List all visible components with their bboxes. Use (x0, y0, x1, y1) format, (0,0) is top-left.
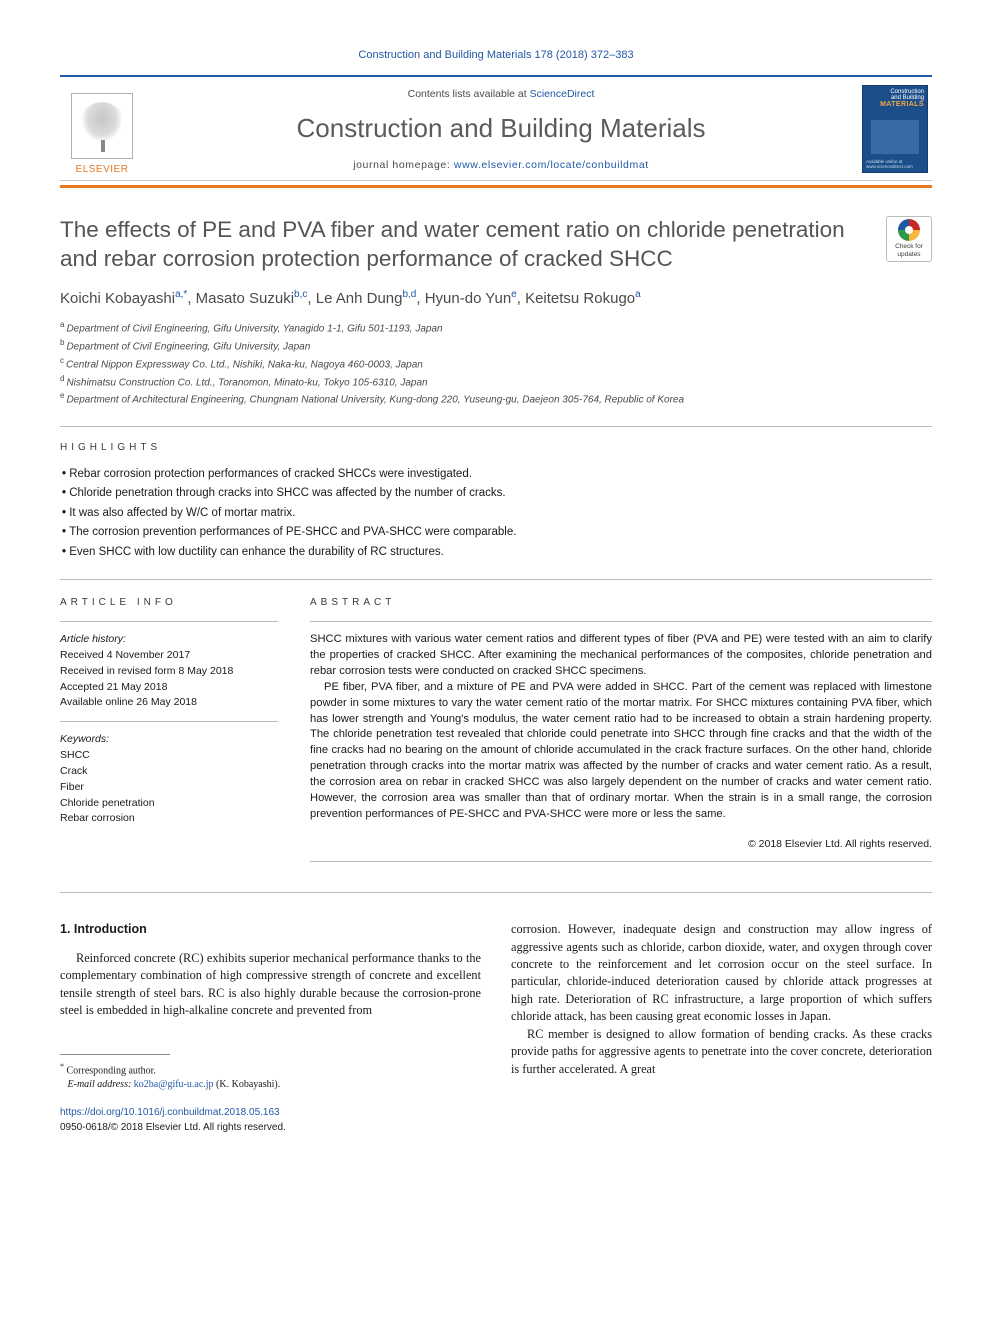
section-divider (60, 892, 932, 893)
crossmark-icon (898, 219, 920, 241)
journal-homepage-line: journal homepage: www.elsevier.com/locat… (158, 158, 844, 172)
elsevier-tree-icon (71, 93, 133, 159)
footnote-separator (60, 1054, 170, 1055)
crossmark-badge[interactable]: Check for updates (886, 216, 932, 262)
contents-available-line: Contents lists available at ScienceDirec… (158, 87, 844, 101)
doi-block: https://doi.org/10.1016/j.conbuildmat.20… (60, 1106, 481, 1135)
doi-link[interactable]: https://doi.org/10.1016/j.conbuildmat.20… (60, 1106, 481, 1121)
article-title: The effects of PE and PVA fiber and wate… (60, 216, 868, 274)
body-paragraph: Reinforced concrete (RC) exhibits superi… (60, 950, 481, 1020)
affiliations-block: aDepartment of Civil Engineering, Gifu U… (60, 319, 932, 408)
corresponding-email[interactable]: ko2ba@gifu-u.ac.jp (134, 1079, 214, 1090)
divider (60, 426, 932, 427)
corresponding-author-note: * Corresponding author. E-mail address: … (60, 1061, 481, 1092)
highlight-item: Even SHCC with low ductility can enhance… (62, 543, 932, 563)
article-info-label: ARTICLE INFO (60, 596, 278, 610)
crossmark-label: Check for updates (887, 243, 931, 261)
keyword: Chloride penetration (60, 796, 278, 812)
keyword: Crack (60, 764, 278, 780)
author-name: , Keitetsu Rokugo (517, 290, 635, 307)
keyword: SHCC (60, 748, 278, 764)
keyword: Rebar corrosion (60, 811, 278, 827)
affiliation: cCentral Nippon Expressway Co. Ltd., Nis… (60, 355, 932, 373)
abstract-paragraph: SHCC mixtures with various water cement … (310, 632, 932, 680)
divider (60, 579, 932, 580)
abstract-copyright: © 2018 Elsevier Ltd. All rights reserved… (310, 837, 932, 851)
highlight-item: Chloride penetration through cracks into… (62, 484, 932, 504)
cover-line3: MATERIALS (866, 101, 924, 108)
history-line: Available online 26 May 2018 (60, 695, 278, 711)
highlights-list: Rebar corrosion protection performances … (60, 465, 932, 563)
history-line: Received in revised form 8 May 2018 (60, 664, 278, 680)
corresponding-label: Corresponding author. (67, 1065, 156, 1076)
contents-prefix: Contents lists available at (408, 88, 530, 100)
history-heading: Article history: (60, 632, 278, 646)
authors-line: Koichi Kobayashia,*, Masato Suzukib,c, L… (60, 288, 932, 309)
corresponding-name: (K. Kobayashi). (216, 1079, 280, 1090)
author-aff-sup: b,c (294, 289, 307, 300)
highlight-item: Rebar corrosion protection performances … (62, 465, 932, 485)
body-paragraph: RC member is designed to allow formation… (511, 1026, 932, 1078)
email-label: E-mail address: (68, 1079, 132, 1090)
divider (60, 621, 278, 622)
sciencedirect-link[interactable]: ScienceDirect (530, 88, 595, 100)
author-aff-sup: a (635, 289, 641, 300)
cover-footer: Available online at www.sciencedirect.co… (866, 160, 924, 169)
journal-cover-thumbnail: Construction and Building MATERIALS Avai… (862, 85, 928, 173)
homepage-prefix: journal homepage: (353, 159, 454, 171)
author-name: , Masato Suzuki (187, 290, 294, 307)
history-line: Accepted 21 May 2018 (60, 680, 278, 696)
author-name: , Le Anh Dung (307, 290, 402, 307)
abstract-label: ABSTRACT (310, 596, 932, 610)
publisher-logo: ELSEVIER (60, 77, 150, 180)
issn-copyright-line: 0950-0618/© 2018 Elsevier Ltd. All right… (60, 1121, 481, 1136)
journal-title: Construction and Building Materials (158, 111, 844, 146)
highlight-item: It was also affected by W/C of mortar ma… (62, 504, 932, 524)
abstract-paragraph: PE fiber, PVA fiber, and a mixture of PE… (310, 680, 932, 823)
keyword: Fiber (60, 780, 278, 796)
publisher-name: ELSEVIER (76, 163, 129, 177)
keywords-heading: Keywords: (60, 732, 278, 746)
running-citation: Construction and Building Materials 178 … (60, 48, 932, 63)
homepage-url[interactable]: www.elsevier.com/locate/conbuildmat (454, 159, 649, 171)
author-name: , Hyun-do Yun (416, 290, 511, 307)
affiliation: dNishimatsu Construction Co. Ltd., Toran… (60, 373, 932, 391)
body-paragraph: corrosion. However, inadequate design an… (511, 921, 932, 1026)
divider (310, 621, 932, 622)
highlight-item: The corrosion prevention performances of… (62, 523, 932, 543)
journal-header: ELSEVIER Contents lists available at Sci… (60, 75, 932, 181)
affiliation: bDepartment of Civil Engineering, Gifu U… (60, 337, 932, 355)
affiliation: eDepartment of Architectural Engineering… (60, 390, 932, 408)
section-heading-intro: 1. Introduction (60, 921, 481, 938)
author-aff-sup: b,d (402, 289, 416, 300)
orange-divider (60, 185, 932, 188)
affiliation: aDepartment of Civil Engineering, Gifu U… (60, 319, 932, 337)
author-name: Koichi Kobayashi (60, 290, 175, 307)
divider (310, 861, 932, 862)
history-line: Received 4 November 2017 (60, 648, 278, 664)
highlights-label: HIGHLIGHTS (60, 441, 932, 455)
